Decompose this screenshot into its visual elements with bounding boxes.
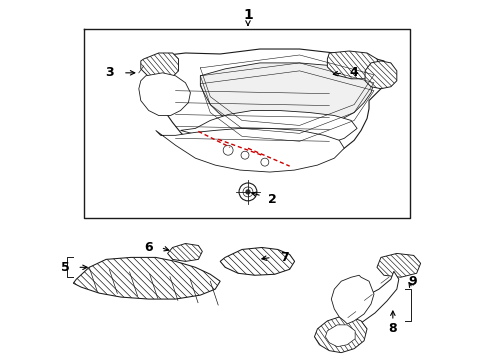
Text: 7: 7 [280,251,288,264]
Polygon shape [145,49,388,170]
Polygon shape [220,247,294,275]
Text: 5: 5 [61,261,70,274]
Polygon shape [328,271,398,341]
Text: 6: 6 [144,241,153,254]
Polygon shape [331,275,373,324]
Text: 4: 4 [349,66,358,79]
Polygon shape [200,63,373,135]
Text: 1: 1 [243,8,252,22]
Polygon shape [167,243,202,261]
Text: 3: 3 [104,66,113,79]
Text: 8: 8 [388,322,396,336]
Circle shape [245,190,249,194]
Polygon shape [73,257,220,299]
Polygon shape [326,51,378,79]
Polygon shape [325,325,354,347]
Polygon shape [180,111,356,148]
Polygon shape [139,73,190,116]
Polygon shape [314,317,366,353]
Text: 2: 2 [268,193,277,206]
Polygon shape [155,129,344,172]
Text: 9: 9 [407,275,416,288]
Polygon shape [141,53,178,81]
Polygon shape [376,253,420,277]
Polygon shape [365,61,396,89]
